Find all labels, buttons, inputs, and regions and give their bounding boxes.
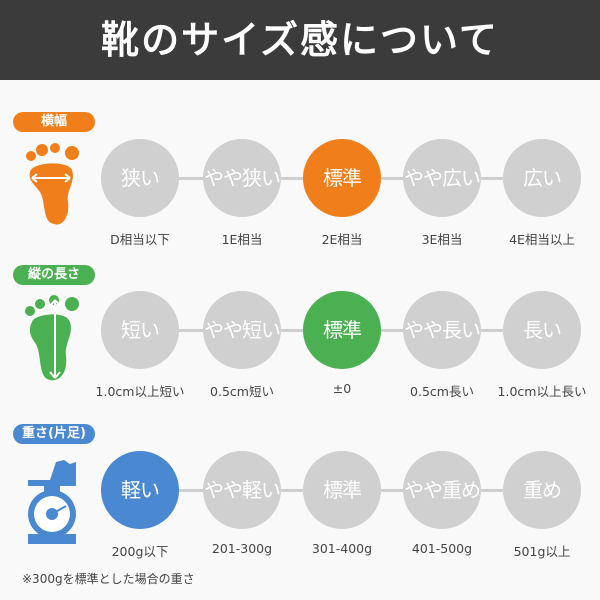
option-circle: 長い: [503, 291, 581, 369]
foot-width-icon: [26, 143, 79, 225]
option-value: 1E相当: [221, 232, 263, 247]
option-value: 301-400g: [311, 541, 373, 556]
option-circle: やや軽い: [203, 451, 281, 529]
option-value: 0.5cm長い: [410, 384, 474, 399]
option-circle: 標準: [303, 139, 381, 217]
option-value: 2E相当: [321, 232, 363, 247]
section-label-length: 縦の長さ: [13, 265, 95, 285]
footnote: ※300gを標準とした場合の重さ: [22, 572, 195, 586]
option-circle: 短い: [101, 291, 179, 369]
page-title: 靴のサイズ感について: [0, 0, 600, 80]
option-value: 200g以下: [111, 544, 169, 559]
option-value: 1.0cm以上長い: [497, 384, 587, 399]
option-circle: 標準: [303, 451, 381, 529]
option-value: 501g以上: [513, 544, 571, 559]
foot-length-icon: [25, 295, 79, 381]
option-value: 0.5cm短い: [210, 384, 274, 399]
option-circle: 標準: [303, 291, 381, 369]
option-circle: やや狭い: [203, 139, 281, 217]
option-value: 4E相当以上: [509, 232, 575, 247]
option-circle: やや長い: [403, 291, 481, 369]
scale-icon: [28, 460, 76, 544]
option-circle: やや短い: [203, 291, 281, 369]
option-circle: 狭い: [101, 139, 179, 217]
option-value: ±0: [332, 381, 352, 396]
option-value: 3E相当: [421, 232, 463, 247]
option-circle: やや広い: [403, 139, 481, 217]
option-value: 401-500g: [411, 541, 473, 556]
option-value: 201-300g: [211, 541, 273, 556]
option-value: D相当以下: [110, 232, 170, 247]
option-circle: やや重め: [403, 451, 481, 529]
option-circle: 広い: [503, 139, 581, 217]
option-circle: 重め: [503, 451, 581, 529]
section-label-weight: 重さ(片足): [13, 424, 95, 444]
option-value: 1.0cm以上短い: [95, 384, 185, 399]
option-circle: 軽い: [101, 451, 179, 529]
section-label-width: 横幅: [13, 112, 95, 132]
